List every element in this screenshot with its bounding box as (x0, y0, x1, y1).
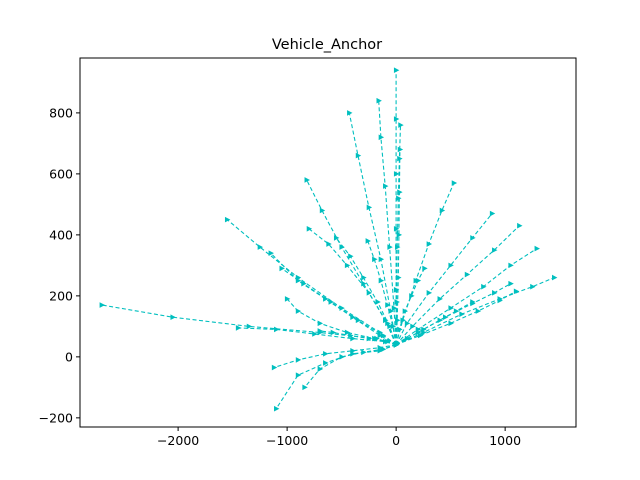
trajectory-line (227, 220, 396, 345)
trajectory-point (296, 357, 301, 363)
trajectory-point (334, 235, 339, 241)
trajectory-point (385, 302, 390, 308)
trajectory-point (448, 263, 453, 269)
trajectory-point (398, 122, 403, 128)
trajectory-point (274, 327, 279, 333)
trajectory-point (296, 372, 301, 378)
trajectory-series (272, 342, 399, 370)
trajectory-point (470, 235, 475, 241)
trajectory-point (100, 302, 105, 308)
trajectory-series (394, 211, 495, 348)
trajectory-point (448, 321, 453, 327)
y-axis: −200 0 200 400 600 800 (39, 105, 80, 425)
y-tick-label: 800 (49, 105, 73, 120)
series-layer (100, 67, 558, 411)
y-tick-label: 0 (65, 349, 73, 364)
trajectory-point (398, 147, 403, 153)
trajectory-series (394, 180, 457, 347)
trajectory-point (452, 180, 457, 186)
trajectory-series (394, 281, 514, 348)
trajectory-line (396, 268, 424, 344)
trajectory-point (427, 290, 432, 296)
trajectory-series (318, 328, 400, 347)
x-axis: −2000 −1000 0 1000 (157, 427, 521, 448)
trajectory-point (535, 246, 540, 252)
trajectory-series (285, 296, 399, 347)
trajectory-point (236, 325, 241, 331)
trajectory-point (508, 263, 513, 269)
trajectory-series (394, 288, 519, 347)
trajectory-point (272, 365, 277, 371)
trajectory-line (307, 180, 396, 345)
trajectory-point (416, 278, 421, 284)
trajectory-point (387, 244, 392, 250)
y-tick-label: 400 (49, 227, 73, 242)
trajectory-series (347, 110, 399, 347)
trajectory-point (274, 406, 279, 412)
chart-title: Vehicle_Anchor (272, 37, 382, 53)
trajectory-point (422, 266, 427, 272)
trajectory-point (405, 321, 410, 327)
trajectory-point (318, 366, 323, 372)
trajectory-point (379, 134, 384, 140)
trajectory-point (465, 272, 470, 278)
trajectory-point (396, 275, 401, 281)
trajectory-point (339, 354, 344, 360)
trajectory-point (476, 308, 481, 314)
trajectory-point (459, 311, 464, 317)
x-tick-label: 1000 (489, 433, 521, 448)
trajectory-point (323, 351, 328, 357)
trajectory-point (508, 281, 513, 287)
trajectory-series (100, 302, 400, 347)
trajectory-point (302, 385, 307, 391)
trajectory-point (170, 314, 175, 320)
trajectory-line (276, 345, 396, 409)
trajectory-point (345, 263, 350, 269)
y-tick-label: 600 (49, 166, 73, 181)
trajectory-point (552, 275, 557, 281)
trajectory-point (361, 349, 366, 355)
trajectory-point (375, 299, 380, 305)
x-tick-label: 0 (392, 433, 400, 448)
trajectory-series (394, 223, 523, 348)
trajectory-point (381, 346, 386, 352)
trajectory-series (307, 226, 400, 347)
y-tick-label: 200 (49, 288, 73, 303)
x-tick-label: −1000 (266, 433, 308, 448)
x-tick-label: −2000 (157, 433, 199, 448)
trajectory-point (318, 321, 323, 327)
trajectory-point (225, 217, 230, 223)
trajectory-point (530, 284, 535, 290)
y-tick-label: −200 (39, 410, 73, 425)
trajectory-point (348, 253, 353, 259)
trajectory-point (514, 288, 519, 294)
trajectory-point (379, 278, 384, 284)
trajectory-point (394, 67, 399, 73)
trajectory-point (490, 211, 495, 217)
plot-area (100, 67, 558, 411)
trajectory-point (517, 223, 522, 229)
